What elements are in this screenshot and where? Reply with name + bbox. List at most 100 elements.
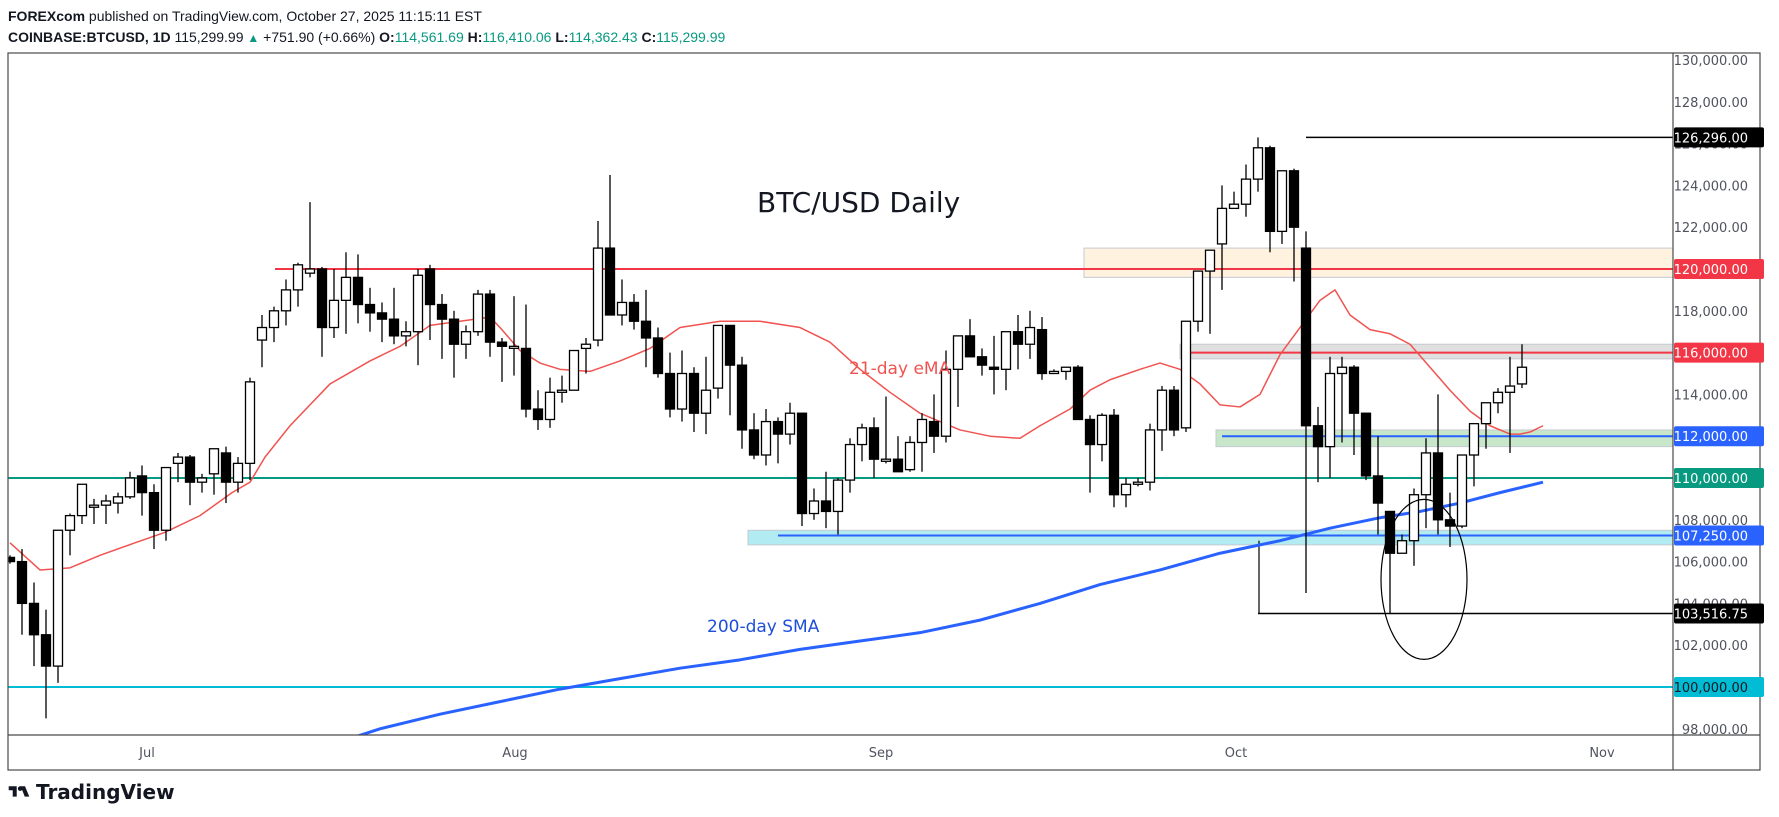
price-tick-label: 114,000.00 bbox=[1674, 388, 1748, 403]
price-tick-label: 102,000.00 bbox=[1674, 639, 1748, 654]
candle-body bbox=[1348, 366, 1360, 414]
low-label: L: bbox=[555, 29, 569, 45]
candle-body bbox=[760, 420, 772, 456]
candle-body bbox=[904, 441, 916, 471]
symbol-legend: COINBASE:BTCUSD, 1D 115,299.99 ▲ +751.90… bbox=[8, 29, 725, 45]
open-label: O: bbox=[379, 29, 395, 45]
price-label-badge[interactable] bbox=[1674, 426, 1764, 447]
candle-body bbox=[1504, 385, 1516, 393]
candle-body bbox=[1204, 249, 1216, 272]
chart-annotations: BTC/USD Daily 21-day eMA 200-day SMA bbox=[707, 186, 960, 637]
price-label-text: 103,516.75 bbox=[1674, 607, 1748, 622]
candle-body bbox=[1048, 370, 1060, 375]
candle-body bbox=[268, 310, 280, 329]
price-label-badge[interactable] bbox=[1674, 342, 1764, 363]
symbol-name: COINBASE:BTCUSD, 1D bbox=[8, 29, 171, 45]
candle-body bbox=[868, 427, 880, 460]
candle-body bbox=[1168, 389, 1180, 431]
candle-body bbox=[988, 366, 1000, 370]
candle-body bbox=[1228, 203, 1240, 210]
close-label: C: bbox=[641, 29, 657, 45]
candle-body bbox=[1120, 483, 1132, 496]
price-tick-label: 106,000.00 bbox=[1674, 556, 1748, 571]
candle-body bbox=[16, 560, 28, 605]
zone-rect bbox=[1083, 247, 1673, 278]
candle-body bbox=[964, 335, 976, 358]
candle-body bbox=[736, 364, 748, 431]
candle-body bbox=[1456, 454, 1468, 527]
time-tick-label: Jul bbox=[138, 746, 155, 761]
candle-body bbox=[1516, 366, 1528, 385]
price-axis[interactable]: 130,000.00128,000.00126,000.00124,000.00… bbox=[1674, 54, 1764, 738]
candle-body bbox=[676, 372, 688, 410]
price-label-badge[interactable] bbox=[1674, 259, 1764, 279]
candle-body bbox=[892, 458, 904, 473]
candle-body bbox=[88, 504, 100, 508]
publisher-name[interactable]: FOREXcom bbox=[8, 8, 86, 24]
tradingview-logo-icon bbox=[8, 786, 30, 797]
candle-body bbox=[1408, 494, 1420, 542]
candle-body bbox=[580, 343, 592, 350]
candle-body bbox=[808, 500, 820, 515]
low-value: 114,362.43 bbox=[568, 29, 638, 45]
candle-body bbox=[1264, 147, 1276, 233]
price-label-badge[interactable] bbox=[1674, 468, 1764, 488]
candle-body bbox=[928, 420, 940, 437]
candle-body bbox=[1084, 418, 1096, 446]
candle-body bbox=[448, 318, 460, 345]
price-change: +751.90 (+0.66%) bbox=[263, 29, 376, 45]
candle-body bbox=[1024, 326, 1036, 345]
candle-body bbox=[1360, 412, 1372, 477]
candle-body bbox=[1108, 414, 1120, 496]
candle-body bbox=[1384, 510, 1396, 554]
candle-body bbox=[976, 356, 988, 366]
candle-body bbox=[292, 264, 304, 291]
price-tick-label: 124,000.00 bbox=[1674, 179, 1748, 194]
candle-body bbox=[556, 389, 568, 393]
tradingview-brand[interactable]: TradingView bbox=[8, 780, 175, 804]
candle-body bbox=[1468, 423, 1480, 456]
candle-body bbox=[160, 466, 172, 531]
candle-body bbox=[1192, 270, 1204, 322]
candle-body bbox=[652, 337, 664, 375]
candle-body bbox=[952, 335, 964, 370]
candle-body bbox=[484, 293, 496, 343]
candle-body bbox=[112, 496, 124, 504]
candle-body bbox=[1072, 366, 1084, 421]
price-label-text: 100,000.00 bbox=[1674, 681, 1748, 696]
candle-body bbox=[136, 475, 148, 494]
candle-body bbox=[184, 456, 196, 483]
zone-rect bbox=[1179, 343, 1673, 360]
price-chart[interactable]: 130,000.00128,000.00126,000.00124,000.00… bbox=[0, 0, 1779, 775]
price-label-text: 126,296.00 bbox=[1674, 131, 1748, 146]
candle-body bbox=[52, 529, 64, 667]
price-tick-label: 122,000.00 bbox=[1674, 221, 1748, 236]
candle-body bbox=[1012, 331, 1024, 345]
candle-body bbox=[1432, 452, 1444, 521]
price-label-badge[interactable] bbox=[1674, 525, 1764, 546]
zone-rect bbox=[747, 529, 1673, 546]
candle-body bbox=[364, 303, 376, 314]
candle-body bbox=[520, 347, 532, 410]
candle-body bbox=[400, 331, 412, 337]
candle-body bbox=[424, 268, 436, 306]
candle-body bbox=[376, 312, 388, 320]
open-value: 114,561.69 bbox=[394, 29, 464, 45]
candle-body bbox=[28, 602, 40, 636]
time-axis[interactable]: Jul Aug Sep Oct Nov bbox=[138, 746, 1615, 761]
candle-body bbox=[880, 458, 892, 462]
price-tick-label: 130,000.00 bbox=[1674, 54, 1748, 69]
candle-body bbox=[700, 389, 712, 414]
price-label-badge[interactable] bbox=[1674, 127, 1764, 148]
candle-body bbox=[1096, 414, 1108, 446]
price-label-badge[interactable] bbox=[1674, 677, 1764, 697]
publish-info: FOREXcom published on TradingView.com, O… bbox=[8, 8, 482, 24]
candle-body bbox=[100, 500, 112, 506]
horizontal-levels[interactable] bbox=[8, 136, 1673, 688]
price-label-badge[interactable] bbox=[1674, 603, 1764, 624]
candle-body bbox=[388, 318, 400, 337]
drawings bbox=[1380, 498, 1468, 660]
candle-body bbox=[1324, 372, 1336, 448]
candle-body bbox=[712, 324, 724, 389]
candle-body bbox=[472, 293, 484, 333]
